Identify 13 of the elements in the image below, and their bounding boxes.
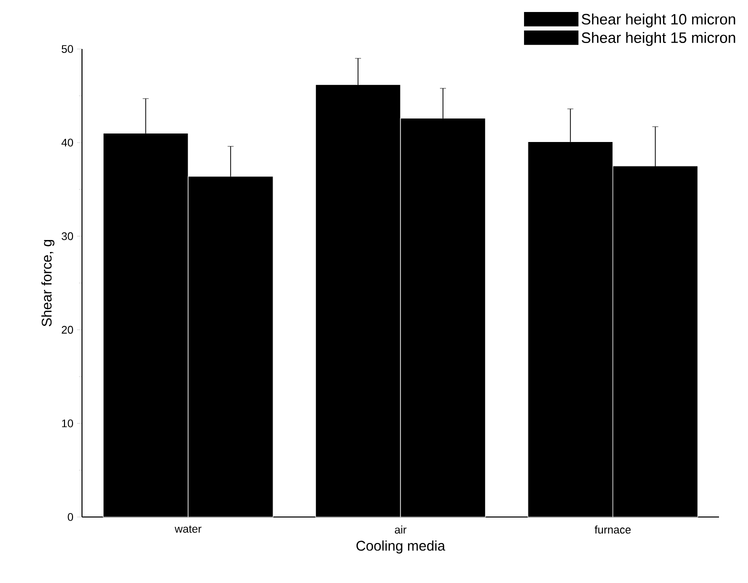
y-axis-title: Shear force, g bbox=[41, 240, 54, 326]
y-tick-label: 10 bbox=[62, 420, 74, 428]
x-tick-label: water bbox=[174, 526, 202, 533]
legend-label: Shear height 15 micron bbox=[582, 32, 736, 46]
y-tick-label: 50 bbox=[62, 45, 74, 53]
y-tick-label: 30 bbox=[62, 232, 74, 240]
y-tick-label: 0 bbox=[68, 513, 74, 521]
x-tick-label: furnace bbox=[594, 526, 631, 534]
x-tick-label: air bbox=[394, 526, 406, 534]
y-tick-label: 40 bbox=[61, 138, 74, 146]
y-tick-label: 20 bbox=[62, 326, 74, 334]
legend-label: Shear height 10 micron bbox=[582, 14, 736, 28]
x-axis-title: Cooling media bbox=[356, 540, 446, 554]
